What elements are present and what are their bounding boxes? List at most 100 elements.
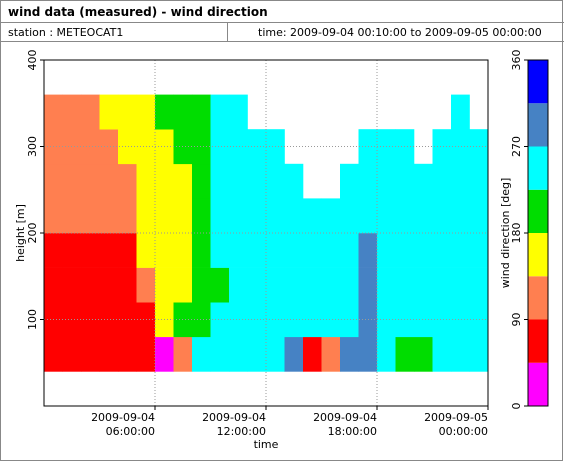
heat-cell bbox=[340, 198, 359, 234]
heat-cell bbox=[62, 198, 82, 234]
colorbar-segment bbox=[528, 146, 548, 190]
heat-cell bbox=[118, 198, 137, 234]
y-axis-label: height [m] bbox=[14, 204, 27, 262]
heat-cell bbox=[266, 198, 285, 234]
heat-cell bbox=[247, 233, 267, 268]
heat-cell bbox=[62, 233, 82, 268]
colorbar-segment bbox=[528, 276, 548, 320]
heat-cell bbox=[62, 267, 82, 303]
heat-cell bbox=[173, 163, 193, 199]
heat-cell bbox=[229, 94, 248, 130]
station: station : METEOCAT1 bbox=[8, 26, 123, 39]
heat-cell bbox=[173, 267, 193, 303]
heat-cell bbox=[340, 302, 359, 338]
heat-cell bbox=[358, 129, 378, 165]
chart-title: wind data (measured) - wind direction bbox=[8, 5, 268, 19]
heat-cell bbox=[321, 233, 341, 268]
heat-cell bbox=[155, 267, 174, 303]
heat-cell bbox=[377, 233, 396, 268]
heat-cell bbox=[395, 163, 415, 199]
heat-cell bbox=[99, 94, 119, 130]
heat-cell bbox=[414, 302, 433, 338]
heat-cell bbox=[284, 163, 304, 199]
heat-cell bbox=[247, 267, 267, 303]
heat-cell bbox=[99, 336, 119, 372]
heat-cell bbox=[469, 267, 489, 303]
heat-cell bbox=[395, 198, 415, 234]
heat-cell bbox=[62, 163, 82, 199]
heat-cell bbox=[192, 129, 211, 165]
x-tick-label: 2009-09-05 bbox=[424, 411, 488, 424]
heat-cell bbox=[432, 267, 452, 303]
heat-cell bbox=[229, 198, 248, 234]
heat-cell bbox=[192, 336, 211, 372]
plot-border bbox=[43, 59, 489, 407]
heat-cell bbox=[136, 233, 156, 268]
heat-cell bbox=[155, 94, 174, 130]
heat-cell bbox=[81, 336, 100, 372]
heat-cell bbox=[118, 302, 137, 338]
heat-cell bbox=[451, 267, 470, 303]
heat-cell bbox=[44, 336, 63, 372]
heat-cell bbox=[266, 336, 285, 372]
heat-cell bbox=[414, 267, 433, 303]
heat-cell bbox=[192, 94, 211, 130]
heat-cell bbox=[469, 163, 489, 199]
heat-cell bbox=[173, 233, 193, 268]
heat-cell bbox=[99, 198, 119, 234]
heat-cell bbox=[303, 198, 322, 234]
period: time: 2009-09-04 00:10:00 to 2009-09-05 … bbox=[258, 26, 542, 39]
heat-cell bbox=[81, 94, 100, 130]
x-axis-label: time bbox=[254, 438, 279, 451]
heat-cell bbox=[229, 233, 248, 268]
heat-cell bbox=[62, 94, 82, 130]
heat-cell bbox=[229, 336, 248, 372]
heat-cell bbox=[118, 129, 137, 165]
x-tick-label: 2009-09-04 bbox=[202, 411, 266, 424]
heat-cell bbox=[451, 129, 470, 165]
heat-cell bbox=[118, 94, 137, 130]
y-tick-label: 100 bbox=[26, 309, 39, 330]
heat-cell bbox=[118, 336, 137, 372]
heat-cell bbox=[173, 94, 193, 130]
heat-cell bbox=[210, 267, 230, 303]
heat-cell bbox=[99, 302, 119, 338]
heat-cell bbox=[81, 163, 100, 199]
heat-cell bbox=[81, 233, 100, 268]
heat-cell bbox=[414, 163, 433, 199]
colorbar-segment bbox=[528, 319, 548, 363]
heat-cell bbox=[414, 336, 433, 372]
heat-cell bbox=[210, 94, 230, 130]
heat-cell bbox=[451, 94, 470, 130]
x-tick-label: 2009-09-04 bbox=[313, 411, 377, 424]
heat-cell bbox=[99, 233, 119, 268]
heat-cell bbox=[136, 267, 156, 303]
x-tick-label: 2009-09-04 bbox=[91, 411, 155, 424]
heat-cell bbox=[118, 163, 137, 199]
colorbar-segment bbox=[528, 362, 548, 406]
heat-cell bbox=[229, 163, 248, 199]
heat-cell bbox=[192, 267, 211, 303]
heat-cell bbox=[358, 267, 378, 303]
heat-cell bbox=[247, 163, 267, 199]
heat-cell bbox=[192, 302, 211, 338]
heat-cell bbox=[247, 302, 267, 338]
heat-cell bbox=[414, 233, 433, 268]
heat-cell bbox=[469, 129, 489, 165]
colorbar-tick-label: 360 bbox=[510, 50, 523, 71]
heat-cell bbox=[229, 129, 248, 165]
heat-cell bbox=[432, 302, 452, 338]
heat-cell bbox=[155, 233, 174, 268]
heat-cell bbox=[44, 163, 63, 199]
y-tick-label: 300 bbox=[26, 136, 39, 157]
colorbar-label: wind direction [deg] bbox=[499, 178, 512, 289]
x-tick-label: 12:00:00 bbox=[217, 425, 266, 438]
heat-cell bbox=[395, 267, 415, 303]
heat-cell bbox=[118, 233, 137, 268]
heat-cell bbox=[451, 336, 470, 372]
heat-cell bbox=[44, 233, 63, 268]
heat-cell bbox=[81, 129, 100, 165]
heat-cell bbox=[377, 267, 396, 303]
heat-cell bbox=[155, 163, 174, 199]
heat-cell bbox=[321, 267, 341, 303]
